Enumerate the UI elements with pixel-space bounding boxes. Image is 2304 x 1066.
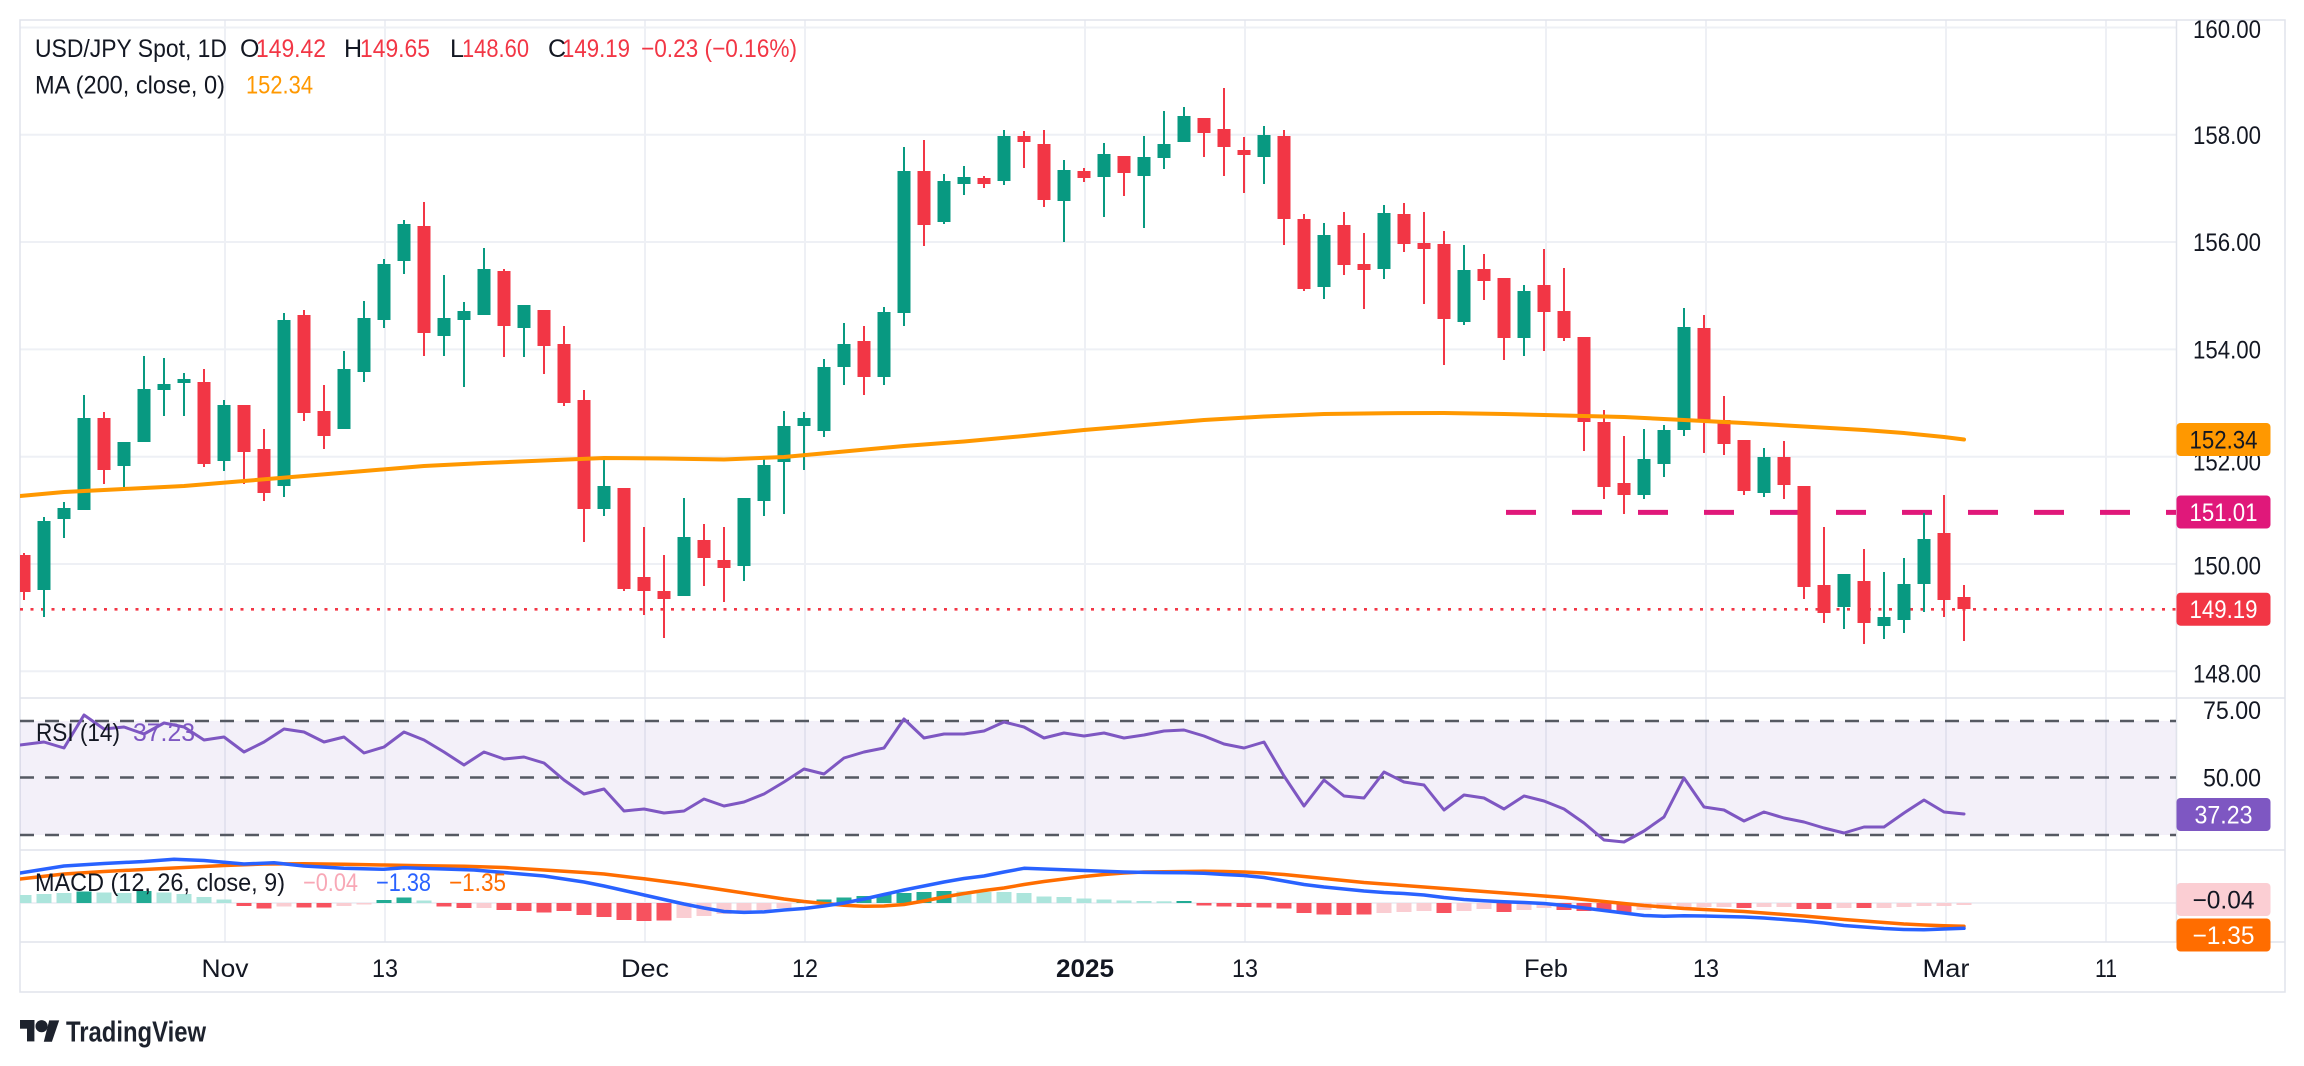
svg-text:Feb: Feb — [1524, 955, 1568, 983]
svg-text:TradingView: TradingView — [66, 1017, 206, 1049]
svg-text:149.19: 149.19 — [2190, 596, 2258, 624]
svg-text:Nov: Nov — [202, 955, 250, 983]
svg-text:50.00: 50.00 — [2203, 765, 2261, 793]
svg-text:13: 13 — [1232, 955, 1258, 983]
svg-text:148.00: 148.00 — [2193, 660, 2261, 688]
svg-text:11: 11 — [2095, 955, 2117, 983]
svg-text:H: H — [344, 35, 362, 63]
svg-text:148.60: 148.60 — [462, 35, 529, 63]
svg-text:MA (200, close, 0): MA (200, close, 0) — [35, 72, 225, 100]
svg-text:L: L — [450, 35, 464, 63]
svg-text:13: 13 — [1693, 955, 1719, 983]
svg-text:151.01: 151.01 — [2190, 499, 2258, 527]
svg-text:−0.23 (−0.16%): −0.23 (−0.16%) — [641, 35, 797, 63]
svg-text:37.23: 37.23 — [2195, 802, 2253, 830]
svg-text:75.00: 75.00 — [2203, 697, 2261, 725]
svg-text:O: O — [240, 35, 259, 63]
svg-text:C: C — [548, 35, 566, 63]
svg-text:RSI (14): RSI (14) — [36, 719, 120, 747]
svg-text:−0.04: −0.04 — [2193, 887, 2255, 915]
svg-text:156.00: 156.00 — [2193, 229, 2261, 257]
svg-text:−0.04: −0.04 — [303, 869, 358, 897]
svg-text:13: 13 — [372, 955, 398, 983]
svg-text:152.34: 152.34 — [2190, 427, 2258, 455]
svg-text:160.00: 160.00 — [2193, 16, 2261, 44]
svg-text:152.34: 152.34 — [246, 72, 313, 100]
svg-text:MACD (12, 26, close, 9): MACD (12, 26, close, 9) — [35, 869, 285, 897]
svg-text:149.65: 149.65 — [360, 35, 430, 63]
svg-text:USD/JPY Spot, 1D: USD/JPY Spot, 1D — [35, 35, 227, 63]
svg-text:37.23: 37.23 — [133, 719, 195, 747]
svg-text:−1.35: −1.35 — [2193, 922, 2255, 950]
svg-text:−1.35: −1.35 — [449, 869, 506, 897]
svg-text:149.42: 149.42 — [256, 35, 326, 63]
svg-text:12: 12 — [792, 955, 818, 983]
svg-text:149.19: 149.19 — [562, 35, 630, 63]
svg-text:158.00: 158.00 — [2193, 122, 2261, 150]
svg-text:−1.38: −1.38 — [376, 869, 431, 897]
svg-text:Mar: Mar — [1923, 955, 1970, 983]
svg-text:Dec: Dec — [621, 955, 669, 983]
svg-text:154.00: 154.00 — [2193, 336, 2261, 364]
svg-text:150.00: 150.00 — [2193, 552, 2261, 580]
svg-text:2025: 2025 — [1056, 955, 1114, 983]
